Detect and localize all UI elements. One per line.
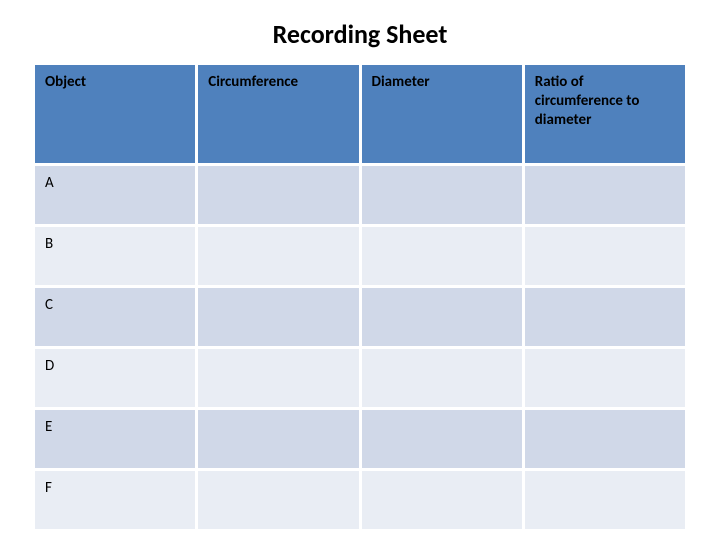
cell-object: B (35, 227, 195, 285)
cell-circumference (198, 227, 358, 285)
cell-diameter (362, 288, 522, 346)
cell-object: F (35, 471, 195, 529)
cell-object: C (35, 288, 195, 346)
cell-ratio (525, 410, 685, 468)
cell-diameter (362, 471, 522, 529)
cell-ratio (525, 288, 685, 346)
cell-circumference (198, 410, 358, 468)
cell-diameter (362, 227, 522, 285)
col-header-object: Object (35, 65, 195, 163)
cell-ratio (525, 227, 685, 285)
cell-object: D (35, 349, 195, 407)
recording-table: Object Circumference Diameter Ratio of c… (32, 62, 688, 532)
col-header-diameter: Diameter (362, 65, 522, 163)
page-title: Recording Sheet (32, 18, 688, 50)
cell-circumference (198, 288, 358, 346)
table-row: F (35, 471, 685, 529)
cell-diameter (362, 349, 522, 407)
cell-circumference (198, 471, 358, 529)
cell-ratio (525, 349, 685, 407)
cell-circumference (198, 349, 358, 407)
table-row: B (35, 227, 685, 285)
table-row: A (35, 166, 685, 224)
col-header-ratio: Ratio of circumference to diameter (525, 65, 685, 163)
cell-ratio (525, 166, 685, 224)
cell-diameter (362, 410, 522, 468)
table-row: D (35, 349, 685, 407)
cell-object: A (35, 166, 195, 224)
table-row: E (35, 410, 685, 468)
col-header-circumference: Circumference (198, 65, 358, 163)
cell-object: E (35, 410, 195, 468)
table-header-row: Object Circumference Diameter Ratio of c… (35, 65, 685, 163)
cell-diameter (362, 166, 522, 224)
cell-ratio (525, 471, 685, 529)
table-row: C (35, 288, 685, 346)
cell-circumference (198, 166, 358, 224)
